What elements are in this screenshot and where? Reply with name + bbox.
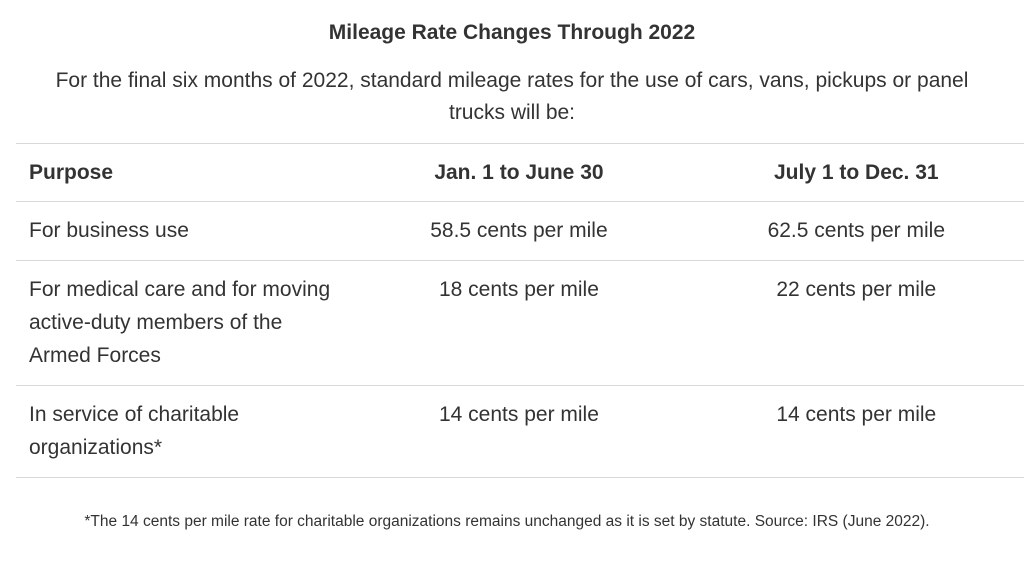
column-header-july-dec: July 1 to Dec. 31 [686,143,1024,202]
table-row: In service of charitable organizations* … [16,385,1024,478]
purpose-cell: For medical care and for moving active-d… [16,260,352,386]
purpose-cell: In service of charitable organizations* [16,385,352,478]
column-header-purpose: Purpose [16,143,352,202]
footnote: *The 14 cents per mile rate for charitab… [84,513,930,530]
page-title: Mileage Rate Changes Through 2022 [328,21,696,44]
july-dec-rate-cell: 14 cents per mile [686,385,1024,478]
july-dec-rate-cell: 22 cents per mile [686,260,1024,386]
table-header-row: Purpose Jan. 1 to June 30 July 1 to Dec.… [16,143,1024,202]
purpose-cell: For business use [16,201,352,261]
mileage-rate-table: Purpose Jan. 1 to June 30 July 1 to Dec.… [16,143,1024,478]
jan-june-rate-cell: 14 cents per mile [351,385,687,478]
table-row: For medical care and for moving active-d… [16,260,1024,386]
july-dec-rate-cell: 62.5 cents per mile [686,201,1024,261]
column-header-jan-june: Jan. 1 to June 30 [351,143,687,202]
table-row: For business use 58.5 cents per mile 62.… [16,201,1024,261]
jan-june-rate-cell: 58.5 cents per mile [351,201,687,261]
jan-june-rate-cell: 18 cents per mile [351,260,687,386]
page-subtitle: For the final six months of 2022, standa… [55,69,969,124]
